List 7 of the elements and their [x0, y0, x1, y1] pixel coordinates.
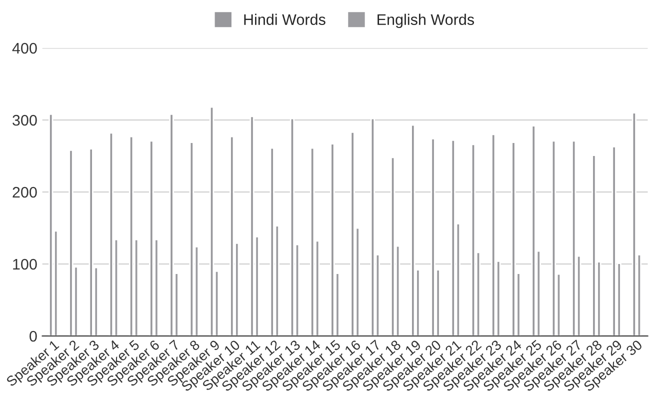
- y-tick-label: 400: [12, 42, 37, 54]
- y-tick-label: 0: [30, 330, 37, 342]
- y-tick-label: 300: [12, 114, 37, 126]
- y-tick-label: 200: [12, 186, 37, 198]
- y-tick-label: 100: [13, 258, 37, 270]
- legend-label: Hindi Words: [244, 14, 326, 26]
- legend-label: English Words: [378, 14, 474, 28]
